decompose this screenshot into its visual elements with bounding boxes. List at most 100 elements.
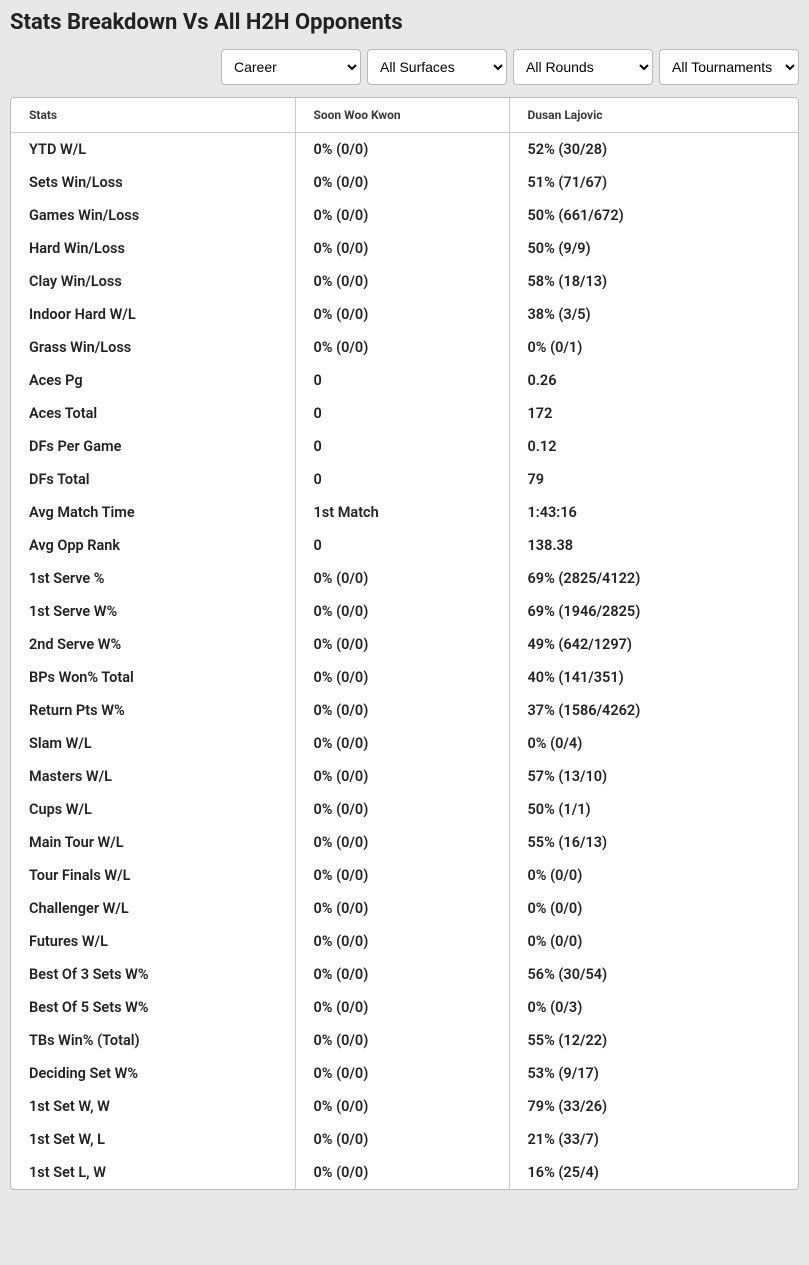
table-row: Aces Total0172 (11, 397, 798, 430)
stat-label: 1st Serve W% (11, 595, 295, 628)
player1-value: 0% (0/0) (295, 1123, 509, 1156)
filter-tournaments-select[interactable]: All Tournaments (659, 49, 799, 85)
player1-value: 0% (0/0) (295, 232, 509, 265)
filter-surfaces-select[interactable]: All Surfaces (367, 49, 507, 85)
stat-label: 1st Set W, L (11, 1123, 295, 1156)
player1-value: 0% (0/0) (295, 331, 509, 364)
stat-label: Cups W/L (11, 793, 295, 826)
table-row: Sets Win/Loss0% (0/0)51% (71/67) (11, 166, 798, 199)
stat-label: Hard Win/Loss (11, 232, 295, 265)
stat-label: Best Of 5 Sets W% (11, 991, 295, 1024)
table-row: BPs Won% Total0% (0/0)40% (141/351) (11, 661, 798, 694)
player2-value: 0.26 (509, 364, 798, 397)
stats-table-container: Stats Soon Woo Kwon Dusan Lajovic YTD W/… (10, 97, 799, 1190)
player1-value: 0 (295, 529, 509, 562)
player1-value: 1st Match (295, 496, 509, 529)
table-row: 1st Set L, W0% (0/0)16% (25/4) (11, 1156, 798, 1189)
player2-value: 50% (9/9) (509, 232, 798, 265)
table-row: Main Tour W/L0% (0/0)55% (16/13) (11, 826, 798, 859)
stat-label: Challenger W/L (11, 892, 295, 925)
page-title: Stats Breakdown Vs All H2H Opponents (0, 0, 809, 49)
table-row: Masters W/L0% (0/0)57% (13/10) (11, 760, 798, 793)
player2-value: 0% (0/0) (509, 859, 798, 892)
table-row: Avg Match Time1st Match1:43:16 (11, 496, 798, 529)
table-row: Grass Win/Loss0% (0/0)0% (0/1) (11, 331, 798, 364)
stat-label: Futures W/L (11, 925, 295, 958)
player2-value: 37% (1586/4262) (509, 694, 798, 727)
player2-value: 38% (3/5) (509, 298, 798, 331)
player2-value: 69% (1946/2825) (509, 595, 798, 628)
player2-value: 69% (2825/4122) (509, 562, 798, 595)
player2-value: 0% (0/0) (509, 925, 798, 958)
table-row: Deciding Set W%0% (0/0)53% (9/17) (11, 1057, 798, 1090)
stat-label: YTD W/L (11, 133, 295, 167)
player1-value: 0% (0/0) (295, 826, 509, 859)
table-row: 2nd Serve W%0% (0/0)49% (642/1297) (11, 628, 798, 661)
player1-value: 0% (0/0) (295, 265, 509, 298)
player1-value: 0% (0/0) (295, 628, 509, 661)
player1-value: 0% (0/0) (295, 298, 509, 331)
table-row: Games Win/Loss0% (0/0)50% (661/672) (11, 199, 798, 232)
player2-value: 0% (0/0) (509, 892, 798, 925)
stat-label: 1st Set W, W (11, 1090, 295, 1123)
stat-label: Clay Win/Loss (11, 265, 295, 298)
table-header-row: Stats Soon Woo Kwon Dusan Lajovic (11, 98, 798, 133)
player1-value: 0% (0/0) (295, 1057, 509, 1090)
player2-value: 55% (12/22) (509, 1024, 798, 1057)
player1-value: 0 (295, 397, 509, 430)
player1-value: 0 (295, 364, 509, 397)
table-row: Clay Win/Loss0% (0/0)58% (18/13) (11, 265, 798, 298)
player2-value: 138.38 (509, 529, 798, 562)
filter-career-select[interactable]: Career (221, 49, 361, 85)
stat-label: BPs Won% Total (11, 661, 295, 694)
stats-table: Stats Soon Woo Kwon Dusan Lajovic YTD W/… (11, 98, 798, 1189)
stat-label: Best Of 3 Sets W% (11, 958, 295, 991)
player1-value: 0% (0/0) (295, 166, 509, 199)
player1-value: 0% (0/0) (295, 1156, 509, 1189)
table-row: 1st Set W, L0% (0/0)21% (33/7) (11, 1123, 798, 1156)
table-row: DFs Total079 (11, 463, 798, 496)
player2-value: 55% (16/13) (509, 826, 798, 859)
player1-value: 0 (295, 430, 509, 463)
stat-label: 2nd Serve W% (11, 628, 295, 661)
player2-value: 52% (30/28) (509, 133, 798, 167)
player2-value: 58% (18/13) (509, 265, 798, 298)
table-row: 1st Set W, W0% (0/0)79% (33/26) (11, 1090, 798, 1123)
player1-value: 0% (0/0) (295, 694, 509, 727)
player2-value: 21% (33/7) (509, 1123, 798, 1156)
player2-value: 53% (9/17) (509, 1057, 798, 1090)
player1-value: 0% (0/0) (295, 859, 509, 892)
player2-value: 51% (71/67) (509, 166, 798, 199)
player1-value: 0% (0/0) (295, 793, 509, 826)
player2-value: 79% (33/26) (509, 1090, 798, 1123)
player2-value: 172 (509, 397, 798, 430)
player1-value: 0% (0/0) (295, 661, 509, 694)
player1-value: 0% (0/0) (295, 991, 509, 1024)
stat-label: Aces Pg (11, 364, 295, 397)
stat-label: Main Tour W/L (11, 826, 295, 859)
filter-rounds-select[interactable]: All Rounds (513, 49, 653, 85)
player1-value: 0% (0/0) (295, 760, 509, 793)
player1-value: 0% (0/0) (295, 727, 509, 760)
player1-value: 0% (0/0) (295, 958, 509, 991)
table-row: TBs Win% (Total)0% (0/0)55% (12/22) (11, 1024, 798, 1057)
stat-label: Sets Win/Loss (11, 166, 295, 199)
player1-value: 0 (295, 463, 509, 496)
player1-value: 0% (0/0) (295, 199, 509, 232)
player1-value: 0% (0/0) (295, 1090, 509, 1123)
player2-value: 79 (509, 463, 798, 496)
player1-value: 0% (0/0) (295, 562, 509, 595)
player1-value: 0% (0/0) (295, 133, 509, 167)
table-row: Best Of 5 Sets W%0% (0/0)0% (0/3) (11, 991, 798, 1024)
player2-value: 49% (642/1297) (509, 628, 798, 661)
table-row: Avg Opp Rank0138.38 (11, 529, 798, 562)
col-header-player1: Soon Woo Kwon (295, 98, 509, 133)
table-row: Return Pts W%0% (0/0)37% (1586/4262) (11, 694, 798, 727)
player2-value: 50% (1/1) (509, 793, 798, 826)
table-row: Indoor Hard W/L0% (0/0)38% (3/5) (11, 298, 798, 331)
stat-label: Slam W/L (11, 727, 295, 760)
table-row: Best Of 3 Sets W%0% (0/0)56% (30/54) (11, 958, 798, 991)
table-row: 1st Serve W%0% (0/0)69% (1946/2825) (11, 595, 798, 628)
filter-row: Career All Surfaces All Rounds All Tourn… (0, 49, 809, 97)
stat-label: Avg Match Time (11, 496, 295, 529)
